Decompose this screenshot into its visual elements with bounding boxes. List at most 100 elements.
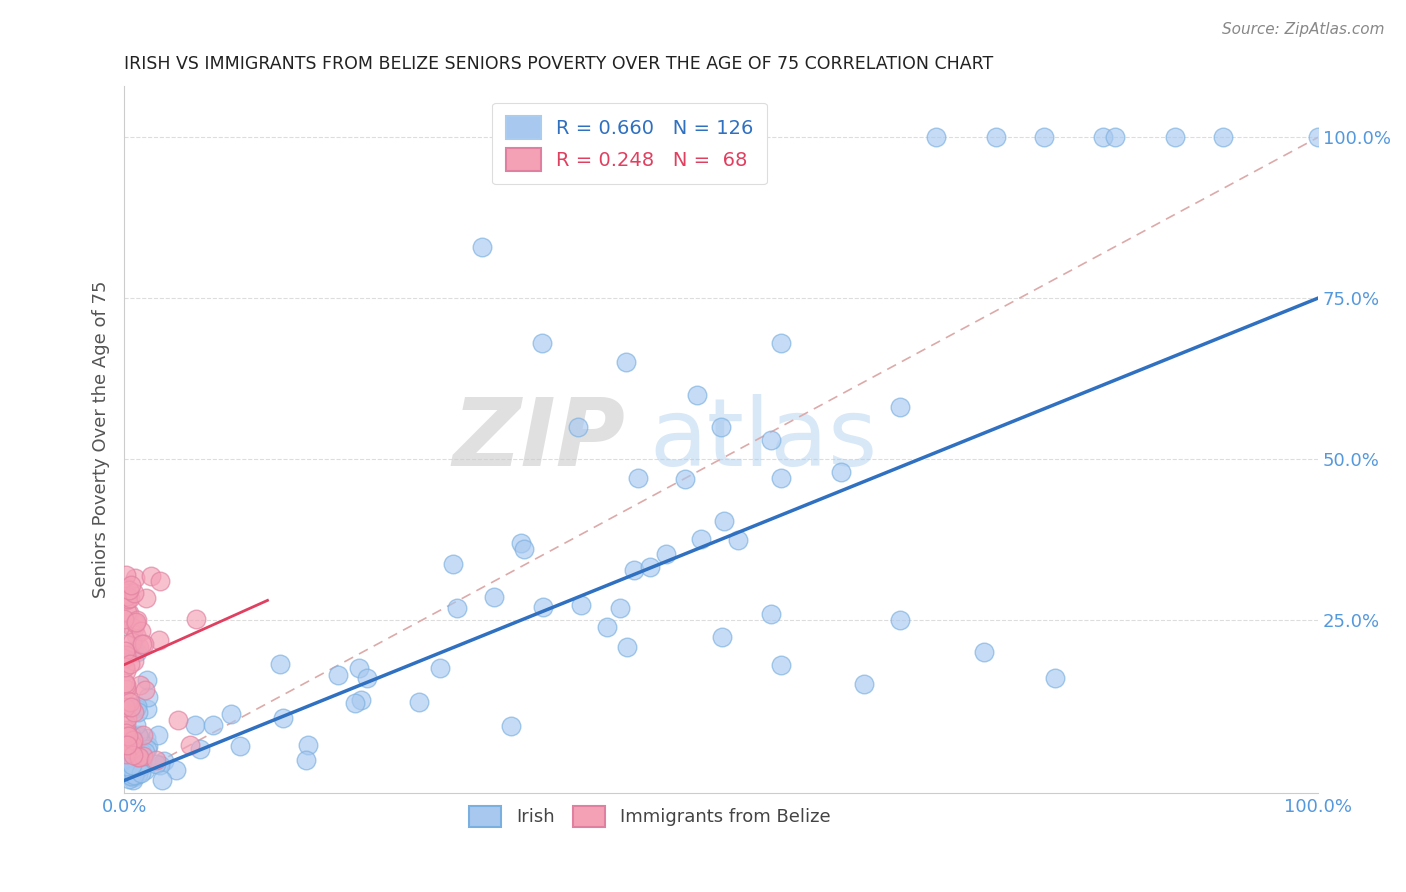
Point [124,615,146,629]
Point [115,589,138,603]
Text: atlas: atlas [650,393,877,485]
Point [122,739,145,753]
Point [115,759,138,773]
Point [769,336,792,351]
Point [201,718,224,732]
Point [136,690,159,704]
Point [131,746,153,760]
Point [141,569,163,583]
Point [134,763,156,777]
Point [125,628,148,642]
Point [121,620,143,634]
Point [124,735,146,749]
Point [129,755,152,769]
Y-axis label: Seniors Poverty Over the Age of 75: Seniors Poverty Over the Age of 75 [93,281,110,599]
Point [297,738,319,752]
Point [343,696,366,710]
Point [120,728,142,742]
Point [567,419,589,434]
Point [356,671,378,685]
Point [114,664,136,678]
Point [269,657,291,671]
Point [115,637,138,651]
Point [638,560,661,574]
Point [129,766,152,780]
Text: IRISH VS IMMIGRANTS FROM BELIZE SENIORS POVERTY OVER THE AGE OF 75 CORRELATION C: IRISH VS IMMIGRANTS FROM BELIZE SENIORS … [124,55,994,73]
Point [769,657,792,672]
Point [120,759,142,773]
Point [120,657,142,671]
Point [118,731,141,746]
Point [1032,130,1054,145]
Point [149,758,172,772]
Point [129,755,152,769]
Point [128,730,150,744]
Point [117,729,139,743]
Point [136,739,159,753]
Point [471,239,494,253]
Point [984,130,1007,145]
Point [114,660,136,674]
Point [614,355,637,369]
Point [616,640,638,654]
Point [117,766,139,780]
Point [626,471,648,485]
Point [114,678,136,692]
Point [1164,130,1187,145]
Point [711,630,734,644]
Point [118,591,141,605]
Point [112,651,135,665]
Point [131,754,153,768]
Point [1212,130,1234,145]
Point [114,644,136,658]
Point [120,578,142,592]
Point [122,770,145,784]
Point [689,533,711,547]
Point [1104,130,1126,145]
Point [129,624,152,638]
Point [184,718,207,732]
Point [531,336,554,351]
Point [115,581,138,595]
Point [146,728,169,742]
Point [446,601,468,615]
Point [121,757,143,772]
Point [122,740,145,755]
Point [136,702,159,716]
Point [167,713,190,727]
Point [136,742,159,756]
Point [727,533,749,547]
Point [112,612,135,626]
Point [125,701,148,715]
Point [121,739,143,753]
Point [759,607,782,621]
Point [127,699,149,714]
Point [889,613,911,627]
Point [122,768,145,782]
Point [122,767,145,781]
Point [125,718,148,732]
Point [759,433,782,447]
Point [115,747,138,761]
Point [124,586,146,600]
Point [117,591,139,606]
Point [184,612,207,626]
Point [127,749,149,764]
Point [117,582,139,597]
Point [122,621,145,635]
Point [132,749,155,764]
Point [569,599,592,613]
Point [127,767,149,781]
Point [118,772,141,786]
Point [121,756,143,771]
Point [889,401,911,415]
Point [124,571,146,585]
Point [128,750,150,764]
Point [122,748,145,763]
Point [153,754,176,768]
Point [125,645,148,659]
Point [295,753,318,767]
Point [117,710,139,724]
Point [118,736,141,750]
Point [136,673,159,688]
